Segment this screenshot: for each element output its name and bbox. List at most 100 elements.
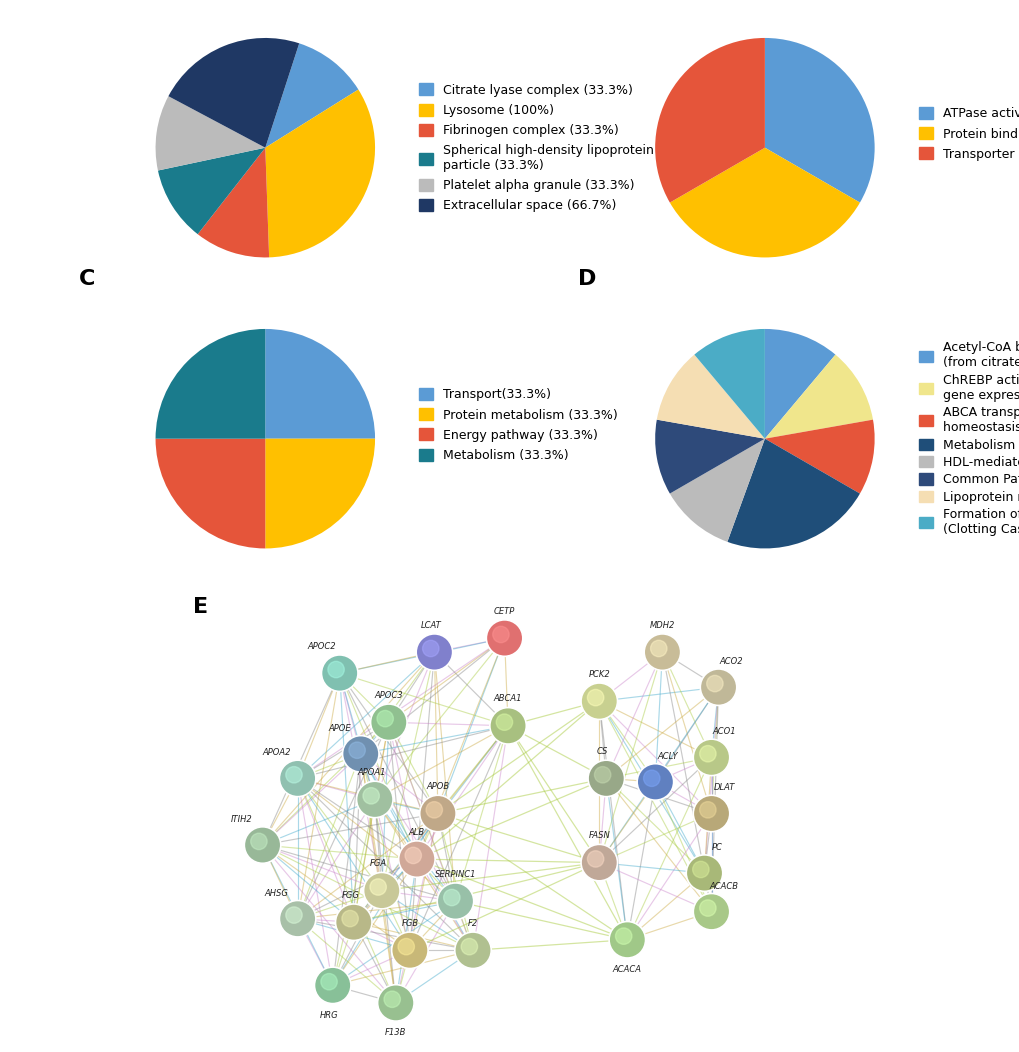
Text: F13B: F13B <box>385 1028 407 1037</box>
Circle shape <box>587 689 603 706</box>
Circle shape <box>461 938 477 955</box>
Circle shape <box>693 893 729 930</box>
Circle shape <box>391 932 428 969</box>
Text: FGG: FGG <box>341 891 359 899</box>
Circle shape <box>341 910 358 927</box>
Wedge shape <box>764 329 835 439</box>
Text: APOA2: APOA2 <box>262 748 290 757</box>
Circle shape <box>397 938 414 955</box>
Circle shape <box>699 899 715 916</box>
Circle shape <box>693 795 729 832</box>
Text: ACO1: ACO1 <box>711 727 736 736</box>
Text: ACO2: ACO2 <box>718 658 742 666</box>
Legend: Citrate lyase complex (33.3%), Lysosome (100%), Fibrinogen complex (33.3%), Sphe: Citrate lyase complex (33.3%), Lysosome … <box>414 79 658 217</box>
Text: ACACB: ACACB <box>709 882 738 891</box>
Circle shape <box>581 845 616 881</box>
Circle shape <box>489 708 526 744</box>
Wedge shape <box>764 420 873 493</box>
Circle shape <box>370 878 386 895</box>
Wedge shape <box>156 96 265 170</box>
Circle shape <box>285 767 302 783</box>
Circle shape <box>426 802 442 818</box>
Wedge shape <box>669 147 859 258</box>
Wedge shape <box>727 439 859 548</box>
Circle shape <box>422 641 438 656</box>
Wedge shape <box>156 329 265 439</box>
Text: FASN: FASN <box>588 831 609 841</box>
Circle shape <box>692 862 708 877</box>
Circle shape <box>405 847 421 864</box>
Text: ACLY: ACLY <box>657 752 678 761</box>
Circle shape <box>637 764 673 801</box>
Wedge shape <box>265 43 358 147</box>
Circle shape <box>486 620 523 656</box>
Circle shape <box>383 991 400 1008</box>
Circle shape <box>419 795 455 832</box>
Wedge shape <box>764 355 872 439</box>
Text: CETP: CETP <box>493 607 515 615</box>
Text: HRG: HRG <box>320 1011 338 1019</box>
Circle shape <box>588 761 624 796</box>
Text: CS: CS <box>596 747 608 756</box>
Circle shape <box>454 932 491 969</box>
Text: D: D <box>578 268 596 288</box>
Text: C: C <box>78 268 95 288</box>
Text: MDH2: MDH2 <box>649 621 675 630</box>
Text: PCK2: PCK2 <box>588 670 609 679</box>
Text: APOC3: APOC3 <box>374 691 403 700</box>
Circle shape <box>279 761 316 796</box>
Wedge shape <box>654 420 764 493</box>
Circle shape <box>650 641 666 656</box>
Circle shape <box>357 782 392 817</box>
Text: F2: F2 <box>468 918 478 928</box>
Wedge shape <box>694 329 764 439</box>
Text: FGA: FGA <box>369 859 386 868</box>
Wedge shape <box>158 147 265 235</box>
Text: FGB: FGB <box>400 918 418 928</box>
Text: APOA1: APOA1 <box>357 768 385 777</box>
Legend: ATPase activity (33.3%), Protein binding (33.3%), Transporter activity (33.3%): ATPase activity (33.3%), Protein binding… <box>913 102 1019 166</box>
Circle shape <box>699 746 715 762</box>
Circle shape <box>587 851 603 867</box>
Circle shape <box>608 922 645 958</box>
Circle shape <box>279 901 316 937</box>
Text: APOC2: APOC2 <box>308 642 336 651</box>
Legend: Acetyl-CoA biosynthesis
(from citrate) (33.3%), ChREBP activates metabolic
gene : Acetyl-CoA biosynthesis (from citrate) (… <box>913 337 1019 541</box>
Text: ITIH2: ITIH2 <box>230 815 252 824</box>
Text: ALB: ALB <box>409 828 425 836</box>
Wedge shape <box>156 439 265 548</box>
Circle shape <box>644 634 680 670</box>
Circle shape <box>581 683 616 720</box>
Circle shape <box>643 770 659 787</box>
Text: DLAT: DLAT <box>712 784 734 792</box>
Wedge shape <box>669 439 764 542</box>
Circle shape <box>686 855 722 891</box>
Circle shape <box>437 883 473 919</box>
Circle shape <box>314 967 351 1004</box>
Circle shape <box>285 907 302 924</box>
Circle shape <box>321 655 358 691</box>
Legend: Transport(33.3%), Protein metabolism (33.3%), Energy pathway (33.3%), Metabolism: Transport(33.3%), Protein metabolism (33… <box>414 383 623 467</box>
Wedge shape <box>265 89 375 258</box>
Circle shape <box>443 889 460 906</box>
Wedge shape <box>656 355 764 439</box>
Circle shape <box>251 833 267 850</box>
Circle shape <box>700 669 736 706</box>
Circle shape <box>594 767 610 783</box>
Circle shape <box>398 841 435 877</box>
Circle shape <box>416 634 452 670</box>
Circle shape <box>327 662 344 677</box>
Circle shape <box>495 714 513 730</box>
Circle shape <box>321 973 337 990</box>
Circle shape <box>245 827 280 864</box>
Circle shape <box>377 710 393 727</box>
Wedge shape <box>764 38 873 203</box>
Wedge shape <box>168 38 299 147</box>
Text: AHSG: AHSG <box>264 889 288 897</box>
Text: SERPINC1: SERPINC1 <box>434 870 476 878</box>
Wedge shape <box>198 147 269 258</box>
Wedge shape <box>654 38 764 203</box>
Text: ABCA1: ABCA1 <box>493 694 522 704</box>
Circle shape <box>693 740 729 775</box>
Circle shape <box>492 626 508 643</box>
